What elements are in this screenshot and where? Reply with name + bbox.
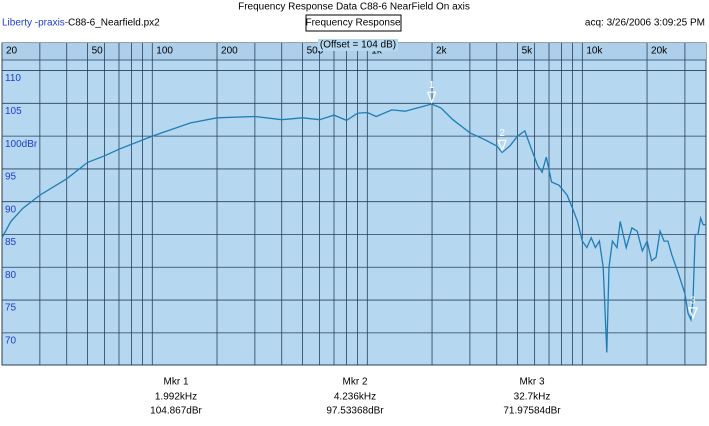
marker-num: 1 (429, 80, 435, 91)
marker-level: 104.867dBr (150, 406, 202, 417)
file-name: C88-6_Nearfield.px2 (68, 18, 160, 29)
response-line (1, 103, 706, 353)
x-tick-label: 100 (156, 46, 173, 57)
view-box (305, 14, 402, 32)
x-tick-label: 5k (522, 46, 534, 57)
x-tick-label: 10k (586, 46, 603, 57)
marker-freq: 32.7kHz (514, 392, 551, 403)
marker-num: 3 (690, 296, 696, 307)
marker-freq: 1.992kHz (155, 392, 197, 403)
x-tick-label: 200 (221, 46, 238, 57)
x-tick-label: 20k (651, 46, 668, 57)
marker-freq: 4.236kHz (334, 392, 376, 403)
marker (426, 91, 437, 104)
marker (497, 139, 508, 152)
marker-name: Mkr 1 (164, 377, 189, 388)
x-tick-label: 20 (6, 46, 18, 57)
x-tick-label: 500 (307, 46, 324, 57)
offset: (Offset = 104 dB) (320, 40, 396, 51)
marker-name: Mkr 3 (520, 377, 545, 388)
marker-level: 97.53368dBr (326, 406, 384, 417)
y-tick-label: 70 (5, 336, 17, 347)
plot-area (1, 42, 707, 366)
y-tick-label: 90 (5, 204, 17, 215)
y-tick-label: 85 (5, 237, 17, 248)
marker-level: 71.97584dBr (503, 406, 561, 417)
marker-name: Mkr 2 (343, 377, 368, 388)
marker-num: 2 (499, 128, 505, 139)
x-tick-label: 1k (371, 46, 383, 57)
y-tick-label: 75 (5, 303, 17, 314)
chart-title: Frequency Response Data C88-6 NearField … (238, 2, 470, 13)
y-tick-label: 80 (5, 270, 17, 281)
view-name: Frequency Response (305, 18, 400, 29)
brand: Liberty -praxis- (2, 18, 68, 29)
x-label-band (2, 43, 706, 60)
y-tick-label: 95 (5, 172, 17, 183)
marker (688, 307, 698, 320)
x-tick-label: 2k (436, 46, 448, 57)
acquired: acq: 3/26/2006 3:09:25 PM (585, 18, 705, 29)
offset-bg (318, 39, 398, 51)
y-tick-label: 105 (5, 106, 22, 117)
x-tick-label: 50 (92, 46, 104, 57)
y-tick-label: 100dBr (5, 139, 38, 150)
y-tick-label: 110 (5, 73, 21, 84)
